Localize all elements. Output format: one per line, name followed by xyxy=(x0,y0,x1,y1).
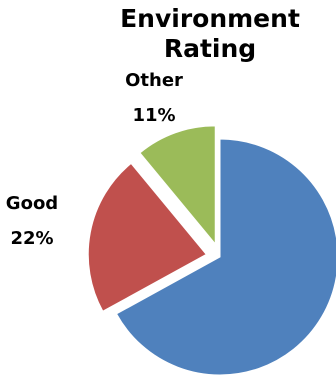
pie-slice-other xyxy=(139,125,216,246)
slice-value-good: 22% xyxy=(10,228,53,249)
slice-label-good: Good xyxy=(6,193,58,214)
chart-title-line-1: Environment xyxy=(120,4,300,33)
pie-slice-good xyxy=(87,162,208,312)
slice-value-other: 11% xyxy=(132,105,175,126)
slice-label-other: Other xyxy=(125,70,183,91)
pie-slice-main xyxy=(115,138,336,376)
chart-title-line-2: Rating xyxy=(164,34,256,63)
chart-title: Environment Rating xyxy=(120,4,300,63)
pie-slices xyxy=(87,125,336,376)
